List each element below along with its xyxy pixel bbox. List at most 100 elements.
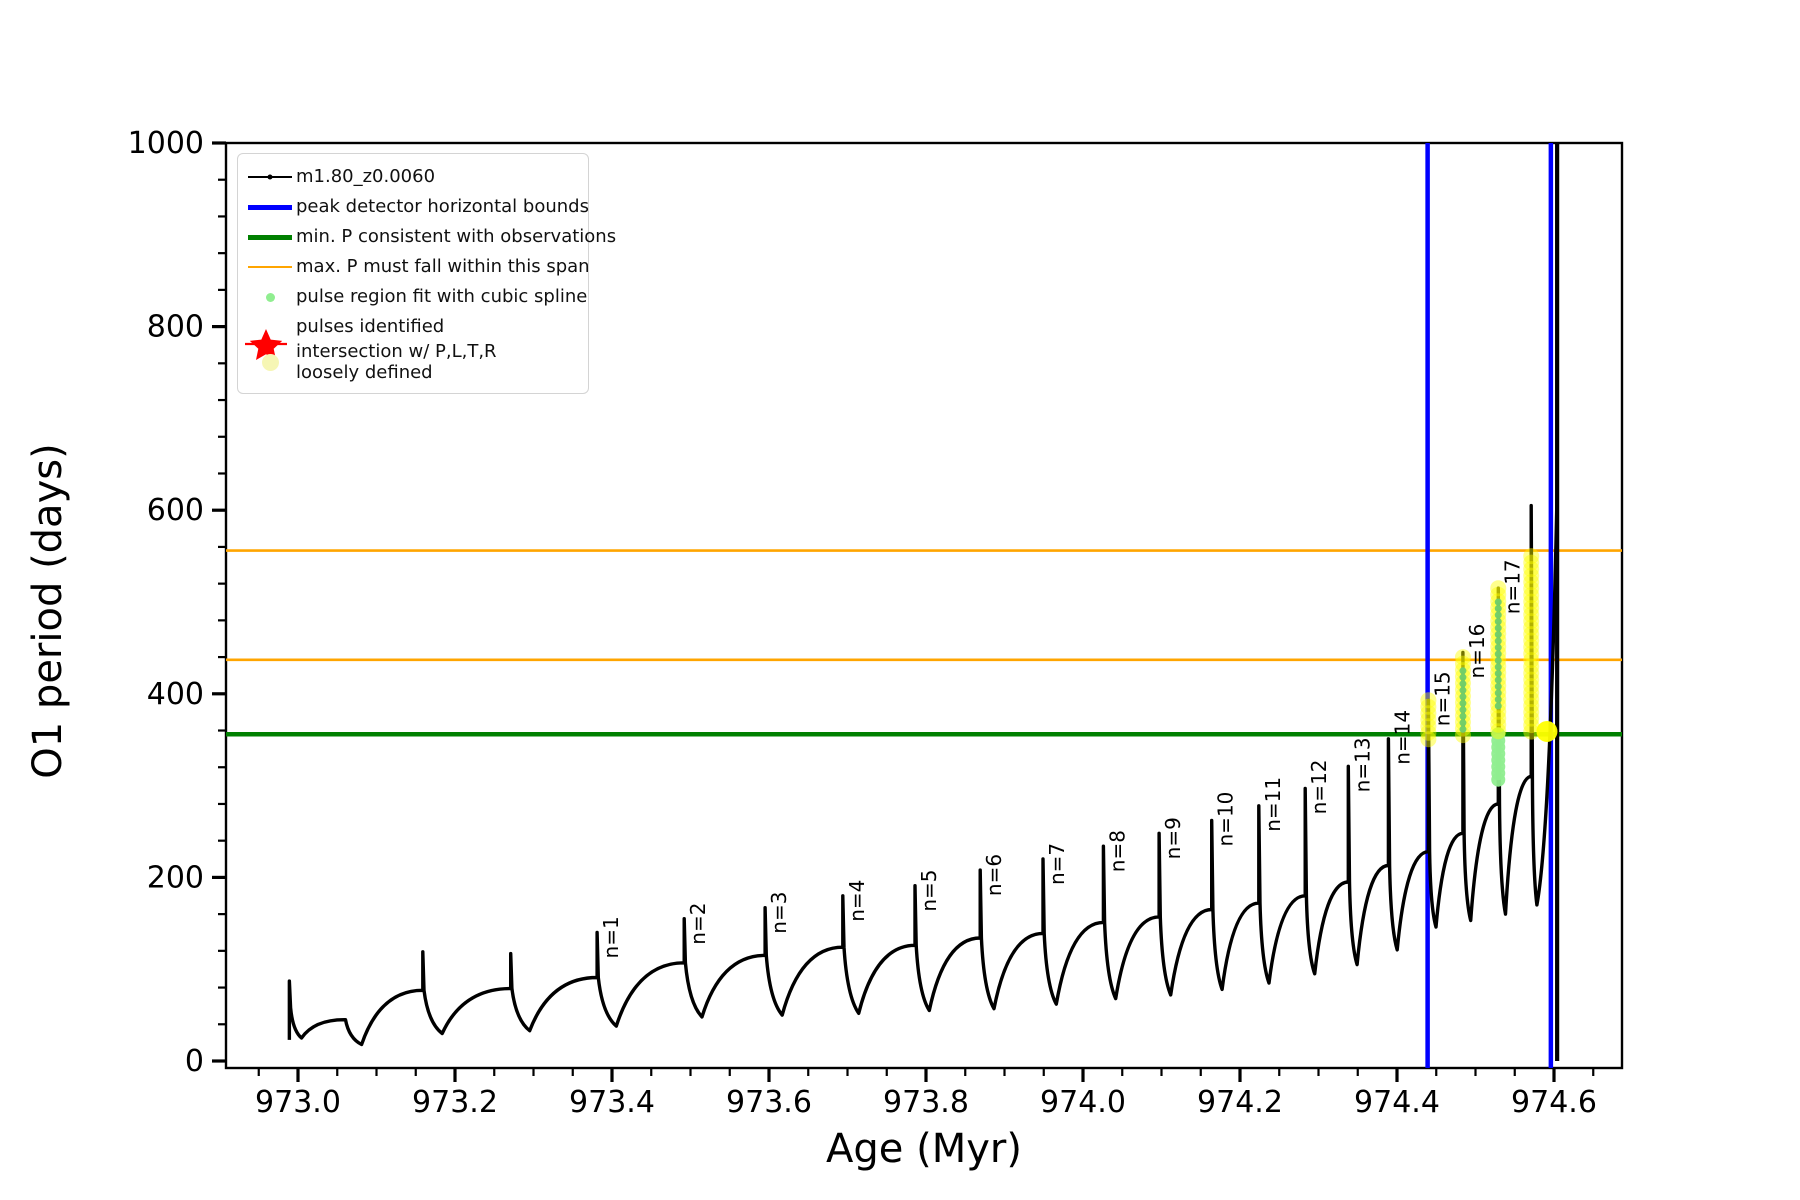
spline-fit-marker	[1459, 673, 1467, 681]
legend-item-max-p: max. P must fall within this span	[244, 252, 590, 282]
y-axis-label-text: O1 period (days)	[25, 443, 71, 779]
pulse-label-n14: n=14	[1390, 710, 1414, 765]
pulse-label-n11: n=11	[1261, 777, 1285, 832]
intersection-marker	[1523, 723, 1540, 740]
spline-fit-marker	[1494, 696, 1502, 703]
intersection-marker	[1523, 691, 1540, 708]
intersection-marker	[1523, 600, 1540, 617]
legend-item-spline: pulse region fit with cubic spline	[244, 282, 587, 312]
intersection-marker	[1523, 554, 1540, 571]
spline-fit-marker	[1494, 683, 1502, 690]
intersection-marker	[1523, 632, 1540, 649]
pulse-label-n4: n=4	[845, 880, 869, 922]
intersection-marker	[1523, 678, 1540, 695]
spline-fit-marker	[1459, 706, 1467, 714]
pulse-marker-columns	[1420, 548, 1540, 787]
series-line-icon	[244, 174, 296, 180]
legend-item-peak-bounds: peak detector horizontal bounds	[244, 192, 589, 222]
legend-label-spline: pulse region fit with cubic spline	[296, 285, 588, 307]
pulse-label-n10: n=10	[1214, 792, 1238, 847]
intersection-marker	[1523, 606, 1540, 623]
intersection-marker	[1454, 727, 1471, 744]
y-tick-label: 200	[147, 860, 204, 895]
legend-label-intersection: intersection w/ P,L,T,R loosely defined	[296, 341, 497, 383]
legend-label-series: m1.80_z0.0060	[296, 165, 436, 187]
legend-item-series: m1.80_z0.0060	[244, 162, 578, 192]
pulse-label-n17: n=17	[1500, 559, 1524, 614]
intersection-marker	[1490, 580, 1507, 597]
intersection-marker	[1523, 574, 1540, 591]
x-tick-label: 973.2	[412, 1085, 498, 1120]
intersection-marker	[1523, 561, 1540, 578]
pulse-label-n9: n=9	[1161, 817, 1185, 859]
spline-fit-marker	[1459, 693, 1467, 701]
intersection-marker	[1523, 710, 1540, 727]
spline-fit-marker	[1459, 699, 1467, 707]
intersection-marker	[1523, 645, 1540, 662]
spline-fit-marker	[1459, 680, 1467, 688]
intersection-marker	[1523, 671, 1540, 688]
intersection-marker	[1420, 718, 1437, 735]
intersection-big-marker	[1536, 720, 1558, 742]
y-tick-label: 600	[147, 493, 204, 528]
intersection-marker	[1490, 723, 1507, 740]
spline-fit-marker	[1494, 598, 1502, 606]
pulse-label-n13: n=13	[1350, 737, 1374, 792]
y-tick-label: 400	[147, 677, 204, 712]
legend-label-pulses: pulses identified	[296, 315, 445, 337]
legend-item-intersection: intersection w/ P,L,T,R loosely defined	[244, 341, 578, 383]
intersection-marker	[1490, 716, 1507, 733]
legend-label-intersection-line2: loosely defined	[296, 361, 433, 383]
spline-fit-marker	[1494, 670, 1502, 677]
yellow-dot-icon	[244, 354, 296, 372]
axis-ticks	[212, 141, 1595, 1082]
pulse-label-n2: n=2	[686, 903, 710, 945]
x-tick-label: 974.6	[1511, 1085, 1597, 1120]
intersection-marker	[1454, 655, 1471, 672]
intersection-marker	[1523, 593, 1540, 610]
orange-line-icon	[244, 265, 296, 269]
x-tick-label: 973.0	[255, 1085, 341, 1120]
pulse-label-n6: n=6	[982, 854, 1006, 896]
x-axis-label-text: Age (Myr)	[826, 1126, 1022, 1172]
intersection-marker	[1523, 704, 1540, 721]
spline-fit-marker	[1494, 702, 1502, 710]
blue-line-icon	[244, 204, 296, 210]
pulse-label-n5: n=5	[917, 869, 941, 911]
intersection-marker	[1523, 619, 1540, 636]
green-dot-icon	[244, 292, 296, 302]
intersection-marker	[1420, 698, 1437, 715]
x-tick-label: 974.0	[1040, 1085, 1126, 1120]
spline-fit-marker	[1494, 631, 1502, 638]
x-axis-label: Age (Myr)	[0, 1126, 1800, 1172]
intersection-marker	[1420, 692, 1437, 709]
pulse-labels: n=1 n=2 n=3 n=4 n=5 n=6 n=7 n=8 n=9 n=10 n=11 n=12 n…	[599, 559, 1524, 958]
x-tick-label: 973.6	[726, 1085, 812, 1120]
intersection-marker	[1420, 711, 1437, 728]
spline-fit-marker	[1494, 618, 1502, 625]
pulse-label-n12: n=12	[1307, 759, 1331, 814]
spline-fit-marker	[1494, 611, 1502, 619]
spline-fit-marker	[1459, 686, 1467, 694]
intersection-marker	[1523, 658, 1540, 675]
legend: m1.80_z0.0060 peak detector horizontal b…	[237, 153, 616, 395]
legend-label-peak-bounds: peak detector horizontal bounds	[296, 195, 589, 217]
legend-label-intersection-line1: intersection w/ P,L,T,R	[296, 341, 497, 362]
spline-fit-marker	[1494, 644, 1502, 651]
spline-fit-marker	[1494, 676, 1502, 684]
legend-label-max-p: max. P must fall within this span	[296, 255, 590, 277]
spline-fit-marker	[1459, 667, 1467, 675]
intersection-marker	[1523, 626, 1540, 643]
spline-fit-marker	[1459, 725, 1467, 733]
intersection-marker	[1523, 587, 1540, 604]
y-axis-label: O1 period (days)	[25, 311, 71, 911]
intersection-marker	[1420, 724, 1437, 741]
spline-fit-marker	[1494, 650, 1502, 658]
spline-fit-marker	[1494, 605, 1502, 612]
intersection-marker	[1490, 710, 1507, 727]
spline-fit-marker	[1491, 772, 1506, 787]
spline-fit-marker	[1494, 689, 1502, 697]
pulse-label-n1: n=1	[599, 916, 623, 958]
tick-labels: 973.0 973.2 973.4 973.6 973.8 974.0 974.2 974.4…	[128, 126, 1597, 1120]
